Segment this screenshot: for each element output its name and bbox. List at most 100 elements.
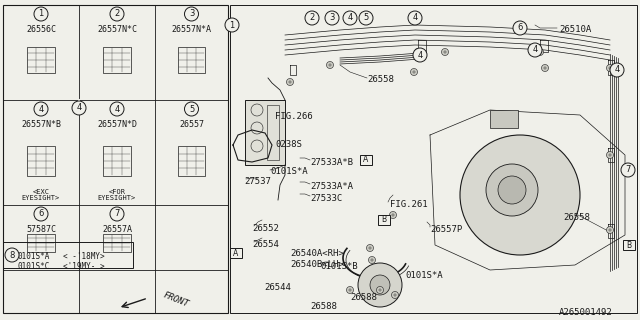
Bar [230,248,242,258]
Text: 4: 4 [38,105,44,114]
Text: 26552: 26552 [252,224,279,233]
Circle shape [370,275,390,295]
Text: 4: 4 [532,45,538,54]
Text: 26557N*A: 26557N*A [172,25,211,34]
Text: <EXC
EYESIGHT>: <EXC EYESIGHT> [22,188,60,201]
Circle shape [225,18,239,32]
Circle shape [34,102,48,116]
Text: 7: 7 [625,165,630,174]
Bar [3,5,228,313]
Text: 4: 4 [348,13,353,22]
Text: 5: 5 [189,105,194,114]
Circle shape [110,7,124,21]
Circle shape [343,11,357,25]
Text: 26544: 26544 [264,283,291,292]
Text: 4: 4 [115,105,120,114]
Bar [267,105,279,160]
Bar [178,146,205,176]
Circle shape [34,207,48,221]
Circle shape [367,244,374,252]
Circle shape [541,65,548,71]
Text: 27533A*B: 27533A*B [310,158,353,167]
Circle shape [110,207,124,221]
Circle shape [110,102,124,116]
Circle shape [184,102,198,116]
Text: <'19MY- >: <'19MY- > [63,262,104,271]
Circle shape [358,263,402,307]
Circle shape [513,21,527,35]
Text: B: B [627,241,632,250]
Text: 0101S*A: 0101S*A [405,271,443,280]
Circle shape [498,176,526,204]
Text: 27533A*A: 27533A*A [310,182,353,191]
Circle shape [528,43,542,57]
Text: 6: 6 [517,23,523,33]
Text: 0101S*C: 0101S*C [17,262,49,271]
Circle shape [536,49,543,55]
Circle shape [325,11,339,25]
Text: 26540B<LH>: 26540B<LH> [290,260,344,269]
Bar [102,146,131,176]
Bar [230,5,637,313]
Circle shape [369,257,376,263]
Circle shape [415,49,422,55]
Circle shape [305,11,319,25]
Text: A265001492: A265001492 [559,308,612,317]
Text: B: B [381,215,387,225]
Text: 0101S*B: 0101S*B [320,262,358,271]
Circle shape [376,286,383,293]
Bar [378,215,390,225]
Circle shape [410,68,417,76]
Text: 6: 6 [38,210,44,219]
Text: 26510A: 26510A [559,25,591,34]
Circle shape [390,212,397,219]
Circle shape [460,135,580,255]
Text: 26540A<RH>: 26540A<RH> [290,249,344,258]
Circle shape [5,248,19,262]
Text: <FOR
EYESIGHT>: <FOR EYESIGHT> [98,188,136,201]
Circle shape [326,61,333,68]
Circle shape [72,101,86,115]
Text: 2: 2 [115,10,120,19]
Circle shape [359,11,373,25]
Bar [27,146,56,176]
Circle shape [621,163,635,177]
Circle shape [486,164,538,216]
Bar [27,47,56,73]
Text: 26556C: 26556C [26,25,56,34]
Text: 3: 3 [189,10,194,19]
Circle shape [408,11,422,25]
Text: 4: 4 [614,66,620,75]
Text: 26557N*C: 26557N*C [97,25,137,34]
Text: 4: 4 [417,51,422,60]
Text: 27537: 27537 [244,177,271,186]
Text: 3: 3 [330,13,335,22]
Text: A: A [234,249,239,258]
Bar [360,155,372,165]
Circle shape [607,65,614,71]
Bar [102,47,131,73]
Circle shape [34,7,48,21]
Text: 26588: 26588 [310,302,337,311]
Text: FIG.266: FIG.266 [275,112,312,121]
Circle shape [392,292,399,299]
Text: A: A [364,156,369,164]
Text: 26558: 26558 [367,75,394,84]
Text: 8: 8 [10,251,15,260]
Circle shape [184,7,198,21]
Circle shape [442,49,449,55]
Text: 5: 5 [364,13,369,22]
Text: 0101S*A: 0101S*A [270,167,308,176]
Text: FRONT: FRONT [162,291,190,309]
Bar [178,47,205,73]
Circle shape [413,48,427,62]
Text: 26557N*B: 26557N*B [21,120,61,129]
Text: < -'18MY>: < -'18MY> [63,252,104,261]
Bar [623,240,635,250]
Circle shape [287,78,294,85]
Circle shape [610,63,624,77]
Text: 0101S*A: 0101S*A [17,252,49,261]
Text: 7: 7 [115,210,120,219]
Text: 26554: 26554 [252,240,279,249]
Text: FIG.261: FIG.261 [390,200,428,209]
